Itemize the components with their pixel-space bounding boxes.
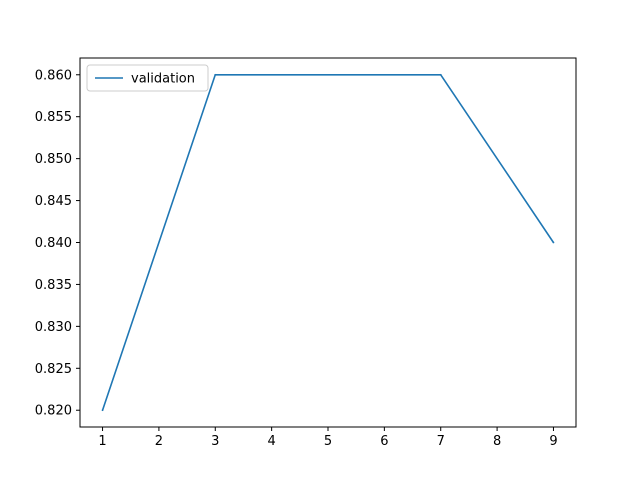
x-tick-label: 6 (380, 434, 388, 449)
x-tick-label: 9 (549, 434, 557, 449)
y-tick-label: 0.845 (35, 194, 72, 209)
data-point (101, 409, 104, 412)
y-tick-label: 0.840 (35, 236, 72, 251)
data-point (439, 73, 442, 76)
data-point (552, 241, 555, 244)
x-tick-label: 5 (324, 434, 332, 449)
y-tick-label: 0.850 (35, 152, 72, 167)
data-point (214, 73, 217, 76)
plot-area: 1 2 3 4 5 6 7 8 9 0.820 0.825 0.830 0.835 0.840 0.845 0… (35, 57, 577, 449)
x-tick-label: 1 (98, 434, 106, 449)
x-tick-label: 7 (437, 434, 445, 449)
y-tick-label: 0.835 (35, 278, 72, 293)
y-tick-label: 0.855 (35, 110, 72, 125)
x-tick-label: 3 (211, 434, 219, 449)
y-tick-label: 0.825 (35, 362, 72, 377)
x-tick-label: 2 (155, 434, 163, 449)
y-tick-label: 0.820 (35, 404, 72, 419)
x-tick-label: 8 (493, 434, 501, 449)
series-line-validation (101, 73, 555, 411)
x-tick-label: 4 (267, 434, 275, 449)
y-tick-label: 0.830 (35, 320, 72, 335)
legend-box (86, 64, 209, 92)
legend-label: validation (131, 72, 195, 87)
y-tick-label: 0.860 (35, 68, 72, 83)
